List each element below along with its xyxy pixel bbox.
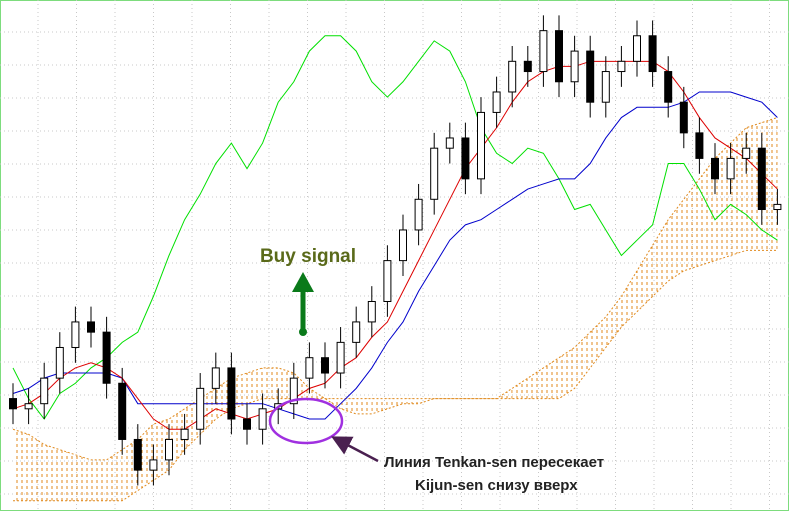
cloud-segment (247, 367, 263, 404)
candle-body (196, 387, 205, 430)
candle-body (508, 60, 517, 93)
candle-body (55, 346, 64, 379)
candle-body (757, 147, 766, 211)
arrow-head (292, 272, 314, 292)
candle-body (664, 71, 673, 103)
candle-body (586, 50, 595, 103)
candle-body (617, 60, 626, 73)
candle-body (258, 408, 267, 430)
candle-body (211, 367, 220, 389)
cloud-segment (527, 367, 544, 399)
candle-body (367, 300, 376, 323)
cloud-segment (387, 398, 403, 409)
candle-body (352, 321, 361, 343)
cloud-segment (44, 444, 60, 501)
cloud-segment (309, 388, 325, 399)
candle-body (477, 111, 485, 180)
cloud-segment (91, 459, 107, 501)
candle-body (180, 428, 189, 440)
candle-body (118, 382, 127, 440)
candle-body (523, 60, 532, 73)
cloud-segment (496, 388, 513, 399)
cloud-segment (699, 158, 715, 266)
candle-body (414, 198, 423, 231)
cloud-segment (559, 347, 575, 399)
candle-body (102, 331, 111, 384)
candle-body (243, 418, 251, 430)
candle-body (399, 229, 407, 262)
cloud-segment (637, 245, 653, 312)
candle-body (679, 101, 688, 134)
candle-body (492, 91, 501, 113)
line (12, 35, 778, 420)
cloud-segment (621, 270, 637, 328)
candle-body (9, 398, 17, 410)
candle-body (71, 321, 80, 348)
cloud-segment (683, 178, 700, 271)
cloud-segment (403, 398, 419, 404)
cloud-segment (652, 219, 669, 297)
candle-body (648, 35, 657, 73)
line (12, 91, 778, 420)
cross-text: Линия Tenkan-sen пересекает (384, 454, 604, 471)
arrow-dot (299, 328, 307, 336)
candle-body (430, 147, 439, 200)
candle-body (742, 147, 751, 159)
highlight (268, 397, 344, 445)
candle-body (555, 30, 563, 83)
candle-body (711, 157, 719, 180)
candle-body (87, 321, 95, 333)
buy-signal: Buy signal (260, 246, 356, 267)
cloud-segment (512, 378, 528, 399)
candle-body (633, 35, 641, 62)
cloud-segment (668, 199, 684, 282)
candle-body (773, 203, 782, 211)
candle-body (461, 137, 470, 180)
cloud-segment (75, 454, 91, 501)
candle-body (321, 357, 329, 374)
cloud-segment (574, 332, 591, 389)
cross-text: Kijun-sen снизу вверх (415, 477, 578, 494)
candle-body (336, 341, 345, 374)
cloud-segment (28, 434, 45, 501)
candle-body (445, 137, 454, 149)
candle-body (24, 403, 33, 410)
cloud-segment (262, 367, 279, 399)
cloud-segment (590, 316, 606, 368)
candle-body (133, 438, 142, 471)
cloud-segment (356, 398, 372, 414)
pointer (331, 436, 379, 463)
candles (9, 15, 782, 486)
candle-body (695, 132, 704, 159)
candle-body (305, 357, 314, 379)
candle-body (570, 50, 579, 83)
candle-body (601, 71, 610, 103)
candle-body (40, 377, 49, 405)
cloud-segment (340, 398, 357, 414)
candle-body (149, 459, 158, 471)
cloud-segment (106, 449, 123, 501)
cloud-segment (371, 398, 388, 414)
cloud-segment (543, 357, 559, 399)
candle-body (165, 438, 173, 461)
cloud-edge (12, 117, 778, 461)
cloud-segment (605, 296, 622, 348)
cloud-segment (418, 398, 435, 404)
annotation: Buy signal Линия Tenkan-sen пересекает K… (260, 246, 604, 494)
candle-body (289, 377, 298, 405)
cloud-segment (730, 127, 747, 256)
cloud-segment (59, 449, 76, 501)
cloud-segment (13, 429, 29, 501)
candle-body (383, 260, 392, 302)
candle-body (726, 157, 735, 180)
candle-body (539, 30, 548, 73)
candle-body (227, 367, 236, 420)
